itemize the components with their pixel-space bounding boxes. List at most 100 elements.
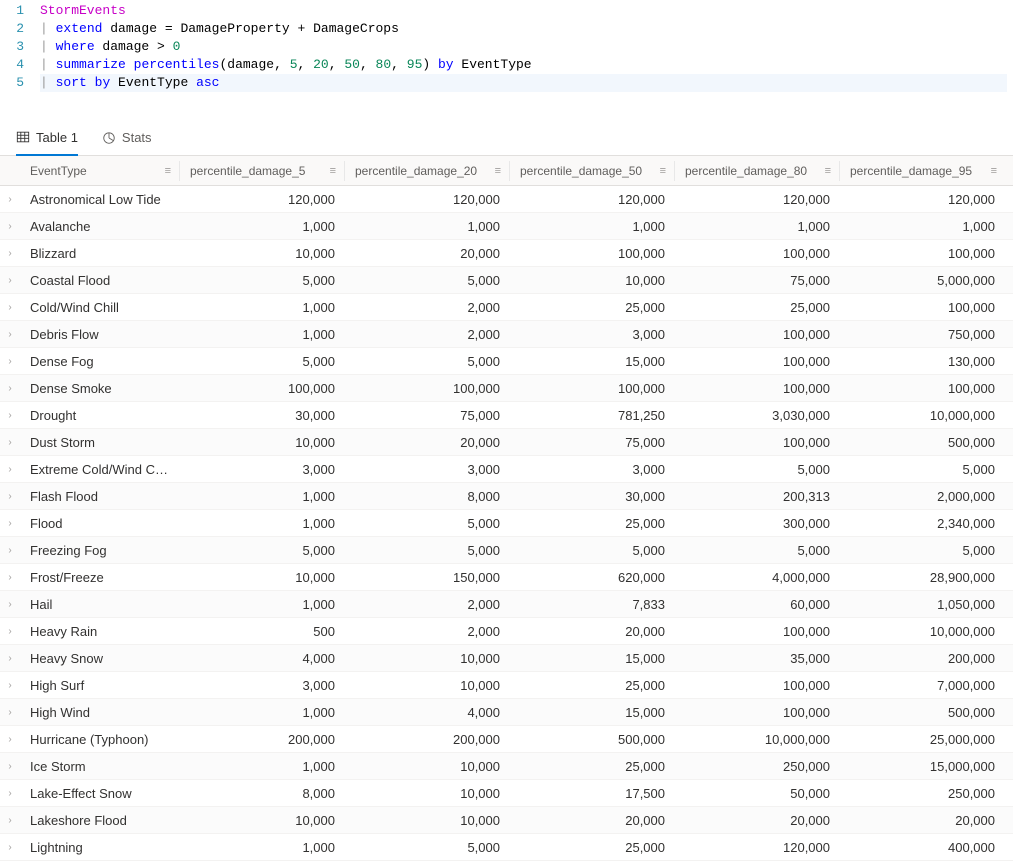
- code-content[interactable]: | extend damage = DamageProperty + Damag…: [40, 20, 1013, 38]
- expand-icon[interactable]: ›: [0, 410, 20, 421]
- table-row[interactable]: ›Flood1,0005,00025,000300,0002,340,000: [0, 510, 1013, 537]
- expand-icon[interactable]: ›: [0, 626, 20, 637]
- cell: 500,000: [510, 732, 675, 747]
- expand-icon[interactable]: ›: [0, 599, 20, 610]
- table-row[interactable]: ›Dust Storm10,00020,00075,000100,000500,…: [0, 429, 1013, 456]
- table-row[interactable]: ›Drought30,00075,000781,2503,030,00010,0…: [0, 402, 1013, 429]
- code-content[interactable]: | summarize percentiles(damage, 5, 20, 5…: [40, 56, 1013, 74]
- table-row[interactable]: ›Avalanche1,0001,0001,0001,0001,000: [0, 213, 1013, 240]
- expand-icon[interactable]: ›: [0, 248, 20, 259]
- cell: 5,000: [840, 462, 1005, 477]
- tab-stats[interactable]: Stats: [102, 120, 152, 155]
- column-header[interactable]: EventType≡: [20, 161, 180, 181]
- expand-icon[interactable]: ›: [0, 653, 20, 664]
- expand-icon[interactable]: ›: [0, 842, 20, 853]
- expand-icon[interactable]: ›: [0, 491, 20, 502]
- cell: 5,000: [345, 840, 510, 855]
- table-row[interactable]: ›Dense Smoke100,000100,000100,000100,000…: [0, 375, 1013, 402]
- cell: 300,000: [675, 516, 840, 531]
- table-row[interactable]: ›Heavy Rain5002,00020,000100,00010,000,0…: [0, 618, 1013, 645]
- expand-icon[interactable]: ›: [0, 275, 20, 286]
- cell: Freezing Fog: [20, 543, 180, 558]
- expand-icon[interactable]: ›: [0, 329, 20, 340]
- table-row[interactable]: ›Heavy Snow4,00010,00015,00035,000200,00…: [0, 645, 1013, 672]
- cell: 500: [180, 624, 345, 639]
- table-row[interactable]: ›Blizzard10,00020,000100,000100,000100,0…: [0, 240, 1013, 267]
- expand-icon[interactable]: ›: [0, 545, 20, 556]
- column-menu-icon[interactable]: ≡: [660, 165, 666, 177]
- table-row[interactable]: ›Astronomical Low Tide120,000120,000120,…: [0, 186, 1013, 213]
- table-row[interactable]: ›Hail1,0002,0007,83360,0001,050,000: [0, 591, 1013, 618]
- tab-table[interactable]: Table 1: [16, 121, 78, 156]
- line-number: 1: [0, 2, 40, 20]
- table-row[interactable]: ›High Wind1,0004,00015,000100,000500,000: [0, 699, 1013, 726]
- table-row[interactable]: ›Extreme Cold/Wind Chill3,0003,0003,0005…: [0, 456, 1013, 483]
- column-menu-icon[interactable]: ≡: [165, 165, 171, 177]
- cell: Hurricane (Typhoon): [20, 732, 180, 747]
- column-header[interactable]: percentile_damage_50≡: [510, 161, 675, 181]
- table-row[interactable]: ›Frost/Freeze10,000150,000620,0004,000,0…: [0, 564, 1013, 591]
- table-row[interactable]: ›High Surf3,00010,00025,000100,0007,000,…: [0, 672, 1013, 699]
- column-header[interactable]: percentile_damage_80≡: [675, 161, 840, 181]
- table-row[interactable]: ›Lake-Effect Snow8,00010,00017,50050,000…: [0, 780, 1013, 807]
- cell: Lake-Effect Snow: [20, 786, 180, 801]
- code-content[interactable]: StormEvents: [40, 2, 1013, 20]
- table-row[interactable]: ›Flash Flood1,0008,00030,000200,3132,000…: [0, 483, 1013, 510]
- cell: Blizzard: [20, 246, 180, 261]
- column-header[interactable]: percentile_damage_5≡: [180, 161, 345, 181]
- cell: 2,000: [345, 327, 510, 342]
- editor-line[interactable]: 5| sort by EventType asc: [0, 74, 1013, 92]
- code-content[interactable]: | where damage > 0: [40, 38, 1013, 56]
- column-header[interactable]: percentile_damage_95≡: [840, 161, 1005, 181]
- expand-icon[interactable]: ›: [0, 680, 20, 691]
- cell: 150,000: [345, 570, 510, 585]
- cell: 10,000: [180, 813, 345, 828]
- query-editor[interactable]: 1StormEvents2| extend damage = DamagePro…: [0, 0, 1013, 96]
- cell: 4,000,000: [675, 570, 840, 585]
- expand-icon[interactable]: ›: [0, 464, 20, 475]
- table-row[interactable]: ›Hurricane (Typhoon)200,000200,000500,00…: [0, 726, 1013, 753]
- expand-icon[interactable]: ›: [0, 383, 20, 394]
- cell: 5,000: [840, 543, 1005, 558]
- cell: 5,000,000: [840, 273, 1005, 288]
- expand-icon[interactable]: ›: [0, 194, 20, 205]
- editor-line[interactable]: 3| where damage > 0: [0, 38, 1013, 56]
- table-row[interactable]: ›Ice Storm1,00010,00025,000250,00015,000…: [0, 753, 1013, 780]
- table-row[interactable]: ›Freezing Fog5,0005,0005,0005,0005,000: [0, 537, 1013, 564]
- expand-icon[interactable]: ›: [0, 302, 20, 313]
- table-row[interactable]: ›Debris Flow1,0002,0003,000100,000750,00…: [0, 321, 1013, 348]
- line-number: 4: [0, 56, 40, 74]
- cell: 10,000,000: [840, 408, 1005, 423]
- cell: 25,000,000: [840, 732, 1005, 747]
- expand-icon[interactable]: ›: [0, 356, 20, 367]
- cell: 5,000: [510, 543, 675, 558]
- column-header[interactable]: percentile_damage_20≡: [345, 161, 510, 181]
- expand-icon[interactable]: ›: [0, 707, 20, 718]
- cell: Flood: [20, 516, 180, 531]
- cell: 100,000: [675, 705, 840, 720]
- table-row[interactable]: ›Lakeshore Flood10,00010,00020,00020,000…: [0, 807, 1013, 834]
- table-row[interactable]: ›Coastal Flood5,0005,00010,00075,0005,00…: [0, 267, 1013, 294]
- cell: 10,000: [180, 435, 345, 450]
- table-row[interactable]: ›Dense Fog5,0005,00015,000100,000130,000: [0, 348, 1013, 375]
- column-menu-icon[interactable]: ≡: [330, 165, 336, 177]
- expand-icon[interactable]: ›: [0, 734, 20, 745]
- column-menu-icon[interactable]: ≡: [825, 165, 831, 177]
- expand-icon[interactable]: ›: [0, 572, 20, 583]
- expand-icon[interactable]: ›: [0, 518, 20, 529]
- column-menu-icon[interactable]: ≡: [991, 165, 997, 177]
- expand-icon[interactable]: ›: [0, 788, 20, 799]
- expand-icon[interactable]: ›: [0, 437, 20, 448]
- code-content[interactable]: | sort by EventType asc: [40, 74, 1007, 92]
- table-row[interactable]: ›Cold/Wind Chill1,0002,00025,00025,00010…: [0, 294, 1013, 321]
- expand-icon[interactable]: ›: [0, 221, 20, 232]
- column-menu-icon[interactable]: ≡: [495, 165, 501, 177]
- table-row[interactable]: ›Lightning1,0005,00025,000120,000400,000: [0, 834, 1013, 861]
- editor-line[interactable]: 2| extend damage = DamageProperty + Dama…: [0, 20, 1013, 38]
- editor-line[interactable]: 4| summarize percentiles(damage, 5, 20, …: [0, 56, 1013, 74]
- cell: Astronomical Low Tide: [20, 192, 180, 207]
- cell: 2,000,000: [840, 489, 1005, 504]
- expand-icon[interactable]: ›: [0, 761, 20, 772]
- expand-icon[interactable]: ›: [0, 815, 20, 826]
- editor-line[interactable]: 1StormEvents: [0, 2, 1013, 20]
